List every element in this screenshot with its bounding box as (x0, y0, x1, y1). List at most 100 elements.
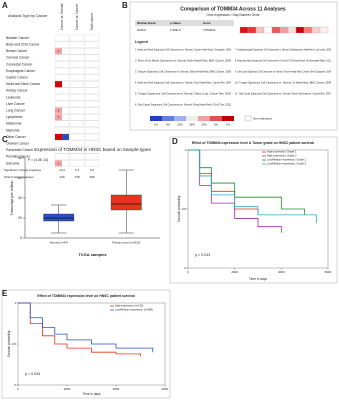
cell-frame (84, 94, 100, 101)
cell-frame (84, 153, 100, 160)
y-tick-label: 0 (184, 266, 186, 270)
row-label: Prostate Cancer (6, 155, 31, 159)
legend-item: 3. Tongue Squamous Cell Carcinoma vs. No… (135, 70, 231, 74)
cell-frame (54, 87, 70, 94)
up-count: 1 (58, 161, 60, 165)
cell-frame (84, 41, 100, 48)
cell-frame (54, 41, 70, 48)
cell-frame (69, 107, 85, 114)
up-cell (55, 48, 62, 55)
box (43, 213, 75, 222)
rank-cell (311, 26, 321, 34)
cell-frame (84, 87, 100, 94)
row-label: Myeloma (6, 128, 20, 132)
scale-label: 10% (201, 123, 207, 127)
up-count: 1 (58, 115, 60, 119)
row-label: Melanoma (6, 122, 22, 126)
y-axis-title: Transcript per million (10, 180, 14, 215)
scale-swatch (150, 116, 162, 121)
survival-curve (188, 149, 259, 215)
up-count: 1 (58, 109, 60, 113)
rank-cell (271, 26, 281, 34)
row-label: Kidney Cancer (6, 89, 29, 93)
x-axis-title: TCGA samples (78, 252, 107, 257)
footer-value: 268 (89, 175, 94, 179)
scale-swatch (198, 116, 210, 121)
cell-frame (69, 100, 85, 108)
cell-frame (84, 100, 100, 108)
row-label: Colorectal Cancer (6, 62, 33, 66)
header-cell (201, 20, 234, 26)
cell-frame (54, 67, 70, 75)
up-cell (55, 160, 62, 167)
panel-label: C (2, 135, 8, 144)
chart-title: Effect of TOMM34 expression level on HNS… (37, 294, 134, 298)
legend-item: 1. Head and Neck Squamous Cell Carcinoma… (135, 48, 231, 52)
table-cell: 2.38E-5 (170, 28, 181, 32)
header-cell (135, 20, 168, 26)
survival-curve (18, 302, 154, 353)
legend-item: 6. Oral Cavity Squamous Cell Carcinoma v… (135, 103, 231, 107)
annotation: P = (4.3E-14) (28, 158, 48, 162)
scale-label: 5% (166, 123, 171, 127)
x-tick-label: Primary tumor (n=520) (112, 241, 140, 245)
panel-title: Analysis Type by Cancer (8, 14, 48, 18)
rank-cell (279, 26, 289, 34)
panel-label: D (172, 137, 178, 146)
cell-frame (69, 81, 85, 88)
legend-item: 10. Tongue Squamous Cell Carcinoma vs. N… (235, 81, 331, 85)
cell-frame (69, 41, 85, 48)
cell-frame (69, 140, 85, 147)
row-label: Other Cancer (6, 135, 27, 139)
cell-frame (69, 127, 85, 134)
up-count: 2 (58, 82, 60, 86)
legend-label: Low/Medium-expression (n=389) (115, 308, 153, 312)
cell-frame (84, 120, 100, 127)
panel-b-frame (129, 1, 338, 131)
cell-frame (84, 160, 100, 167)
row-label: Brain and CNS Cancer (6, 42, 40, 46)
not-measured: Not measured (253, 116, 272, 120)
legend-label: High expression; Grade 1 (267, 150, 297, 154)
legend-item: 11. Oral Cavity Squamous Cell Carcinoma … (235, 92, 331, 96)
row-label: Ovarian Cancer (6, 141, 30, 145)
panel-title: Comparison of TOMM34 Across 11 Analyses (180, 6, 286, 12)
cell-frame (54, 61, 70, 68)
y-tick-label: 40 (18, 196, 22, 200)
x-tick-label: 2000 (231, 270, 238, 274)
cell-frame (84, 54, 100, 61)
y-axis-title: Survival probability (7, 330, 11, 357)
cell-frame (84, 48, 100, 55)
y-tick-label: 0.5 (12, 342, 17, 346)
scale-swatch (186, 116, 198, 121)
column-header: Cancer vs. Cancer (75, 3, 79, 30)
panel-d-frame (169, 136, 338, 284)
chart-title: Effect of TOMM34 expression level & Tumo… (192, 141, 314, 145)
panel-label: E (2, 289, 8, 298)
up-count: 1 (58, 49, 60, 53)
legend-label: Low/Medium-expression; Grade 1 (267, 158, 306, 162)
rank-cell (263, 26, 273, 34)
cell-frame (54, 120, 70, 127)
y-tick-label: 60 (18, 176, 22, 180)
cell-frame (84, 67, 100, 75)
row-label: Cervical Cancer (6, 56, 30, 60)
scale-swatch (174, 116, 186, 121)
panel-subtitle: Over-expression / Gap Number Gene (207, 13, 260, 17)
header-cell (168, 20, 201, 26)
cell-frame (69, 34, 85, 42)
row-label: Breast Cancer (6, 49, 28, 53)
table-header: Gene (203, 21, 211, 25)
table-cell: TOMM34 (203, 28, 216, 32)
chart-title: Expression of TOMM34 in HNSC based on Sa… (34, 147, 151, 152)
column-header: Cancer vs. Normal (60, 3, 64, 30)
legend-title: Legend (135, 40, 148, 44)
footer-value: 12 0 (59, 168, 65, 172)
scale-label: 25% (189, 123, 195, 127)
legend-item: 9. Oral Cavity Squamous Cell Carcinoma v… (235, 70, 331, 74)
x-tick-label: 0 (187, 270, 189, 274)
scale-label: 5% (214, 123, 219, 127)
rank-cell (287, 26, 297, 34)
row-label: Pancreatic Cancer (6, 148, 34, 152)
x-tick-label: Normal (n=44) (50, 241, 68, 245)
